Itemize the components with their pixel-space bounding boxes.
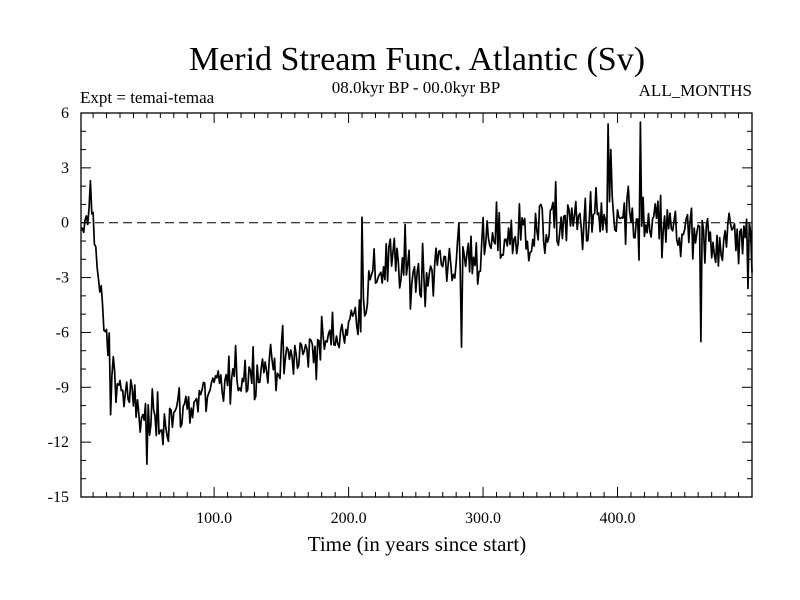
y-tick-label: -3 (56, 270, 69, 287)
x-tick-label: 200.0 (331, 510, 367, 527)
time-range-label: 08.0kyr BP - 00.0kyr BP (332, 78, 500, 97)
months-label: ALL_MONTHS (639, 81, 752, 100)
axis-tick-labels: 100.0 200.0 300.0 400.0 6 3 0 -3 -6 -9 -12 -15 (48, 105, 636, 527)
plot-frame (80, 112, 753, 498)
chart-title: Merid Stream Func. Atlantic (Sv) (189, 41, 645, 78)
x-tick-label: 300.0 (465, 510, 501, 527)
experiment-label: Expt = temai-temaa (80, 88, 215, 107)
y-tick-label: 6 (61, 105, 69, 122)
y-tick-label: -9 (56, 379, 69, 396)
x-axis-label: Time (in years since start) (308, 532, 527, 556)
x-tick-label: 400.0 (600, 510, 636, 527)
data-series-line (80, 121, 753, 465)
y-tick-label: -6 (56, 324, 69, 341)
y-tick-label: -15 (48, 489, 69, 506)
y-tick-label: 0 (61, 215, 69, 232)
axis-ticks (81, 113, 752, 497)
x-tick-label: 100.0 (196, 510, 232, 527)
y-tick-label: -12 (48, 434, 69, 451)
y-tick-label: 3 (61, 160, 69, 177)
